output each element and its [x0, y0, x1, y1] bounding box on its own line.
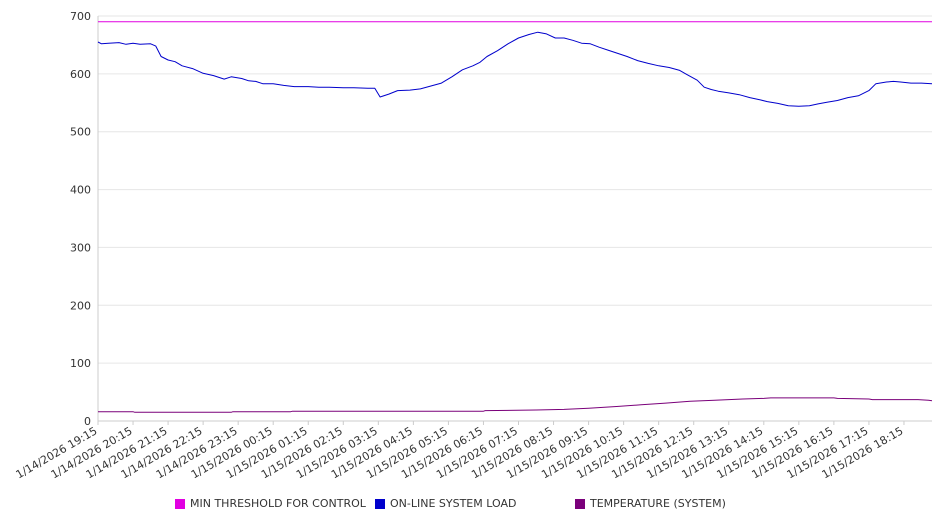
legend-label: MIN THRESHOLD FOR CONTROL: [190, 497, 366, 510]
series-line-2: [97, 31, 933, 107]
grid-layer: [98, 15, 932, 422]
legend-swatch: [175, 498, 185, 509]
legend-label: ON-LINE SYSTEM LOAD: [390, 497, 517, 510]
legend: MIN THRESHOLD FOR CONTROL ON-LINE SYSTEM …: [0, 497, 946, 515]
y-tick-label: 100: [70, 357, 91, 370]
legend-item[interactable]: TEMPERATURE (SYSTEM): [575, 497, 726, 510]
legend-swatch: [575, 498, 585, 509]
legend-swatch: [375, 498, 385, 509]
y-tick-label: 200: [70, 299, 91, 312]
y-tick-label: 0: [84, 415, 91, 428]
legend-label: TEMPERATURE (SYSTEM): [590, 497, 726, 510]
series-line-3: [98, 397, 933, 413]
y-tick-label: 500: [70, 126, 91, 139]
legend-item[interactable]: MIN THRESHOLD FOR CONTROL: [175, 497, 366, 510]
y-tick-label: 300: [70, 241, 91, 254]
legend-item[interactable]: ON-LINE SYSTEM LOAD: [375, 497, 516, 510]
y-tick-label: 400: [70, 184, 91, 197]
y-tick-label: 600: [70, 68, 91, 81]
series-layer: [97, 21, 933, 413]
y-tick-label: 700: [70, 10, 91, 23]
